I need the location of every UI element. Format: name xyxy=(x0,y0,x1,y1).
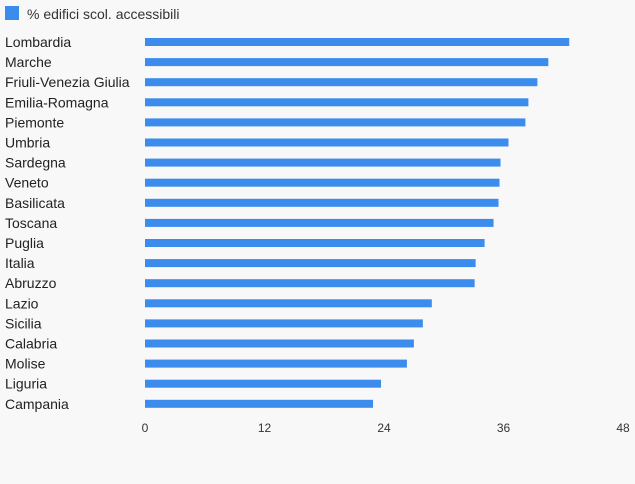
bar[interactable] xyxy=(145,158,501,167)
category-label: Lombardia xyxy=(5,34,71,50)
bar[interactable] xyxy=(145,78,538,87)
category-label: Puglia xyxy=(5,235,44,251)
bar[interactable] xyxy=(145,198,499,207)
bar[interactable] xyxy=(145,299,432,308)
category-labels: Lombardia Marche Friuli-Venezia Giulia Emil… xyxy=(5,34,130,412)
x-tick-label: 12 xyxy=(258,421,272,435)
bars xyxy=(145,38,570,408)
category-label: Molise xyxy=(5,356,46,372)
category-label: Emilia-Romagna xyxy=(5,94,109,110)
x-tick-label: 48 xyxy=(616,421,630,435)
bar[interactable] xyxy=(145,379,382,388)
bar[interactable] xyxy=(145,239,485,247)
bar[interactable] xyxy=(145,218,494,227)
bar[interactable] xyxy=(145,319,423,328)
legend-label: % edifici scol. accessibili xyxy=(27,6,180,22)
category-label: Calabria xyxy=(5,336,57,352)
category-label: Basilicata xyxy=(5,195,65,211)
category-label: Sicilia xyxy=(5,315,42,331)
category-label: Friuli-Venezia Giulia xyxy=(5,74,130,90)
category-label: Abruzzo xyxy=(5,275,57,291)
category-label: Liguria xyxy=(5,376,47,392)
bar[interactable] xyxy=(145,138,509,147)
bar[interactable] xyxy=(145,38,570,46)
category-label: Veneto xyxy=(5,175,49,191)
category-label: Umbria xyxy=(5,135,50,151)
x-tick-label: 36 xyxy=(497,421,511,435)
bar[interactable] xyxy=(145,178,500,187)
legend: % edifici scol. accessibili xyxy=(5,6,180,22)
bar[interactable] xyxy=(145,98,529,107)
category-label: Lazio xyxy=(5,295,39,311)
bar[interactable] xyxy=(145,58,549,67)
legend-swatch xyxy=(5,6,19,20)
category-label: Sardegna xyxy=(5,155,66,171)
x-tick-label: 24 xyxy=(377,421,391,435)
category-label: Marche xyxy=(5,54,52,70)
bar[interactable] xyxy=(145,359,407,368)
category-label: Campania xyxy=(5,396,69,412)
x-axis-ticks: 0 12 24 36 48 xyxy=(142,421,630,435)
category-label: Piemonte xyxy=(5,114,64,130)
bar[interactable] xyxy=(145,259,476,268)
bar[interactable] xyxy=(145,118,526,127)
category-label: Italia xyxy=(5,255,35,271)
x-tick-label: 0 xyxy=(142,421,149,435)
bar[interactable] xyxy=(145,399,374,408)
bar[interactable] xyxy=(145,279,475,288)
bar[interactable] xyxy=(145,339,414,348)
category-label: Toscana xyxy=(5,215,57,231)
